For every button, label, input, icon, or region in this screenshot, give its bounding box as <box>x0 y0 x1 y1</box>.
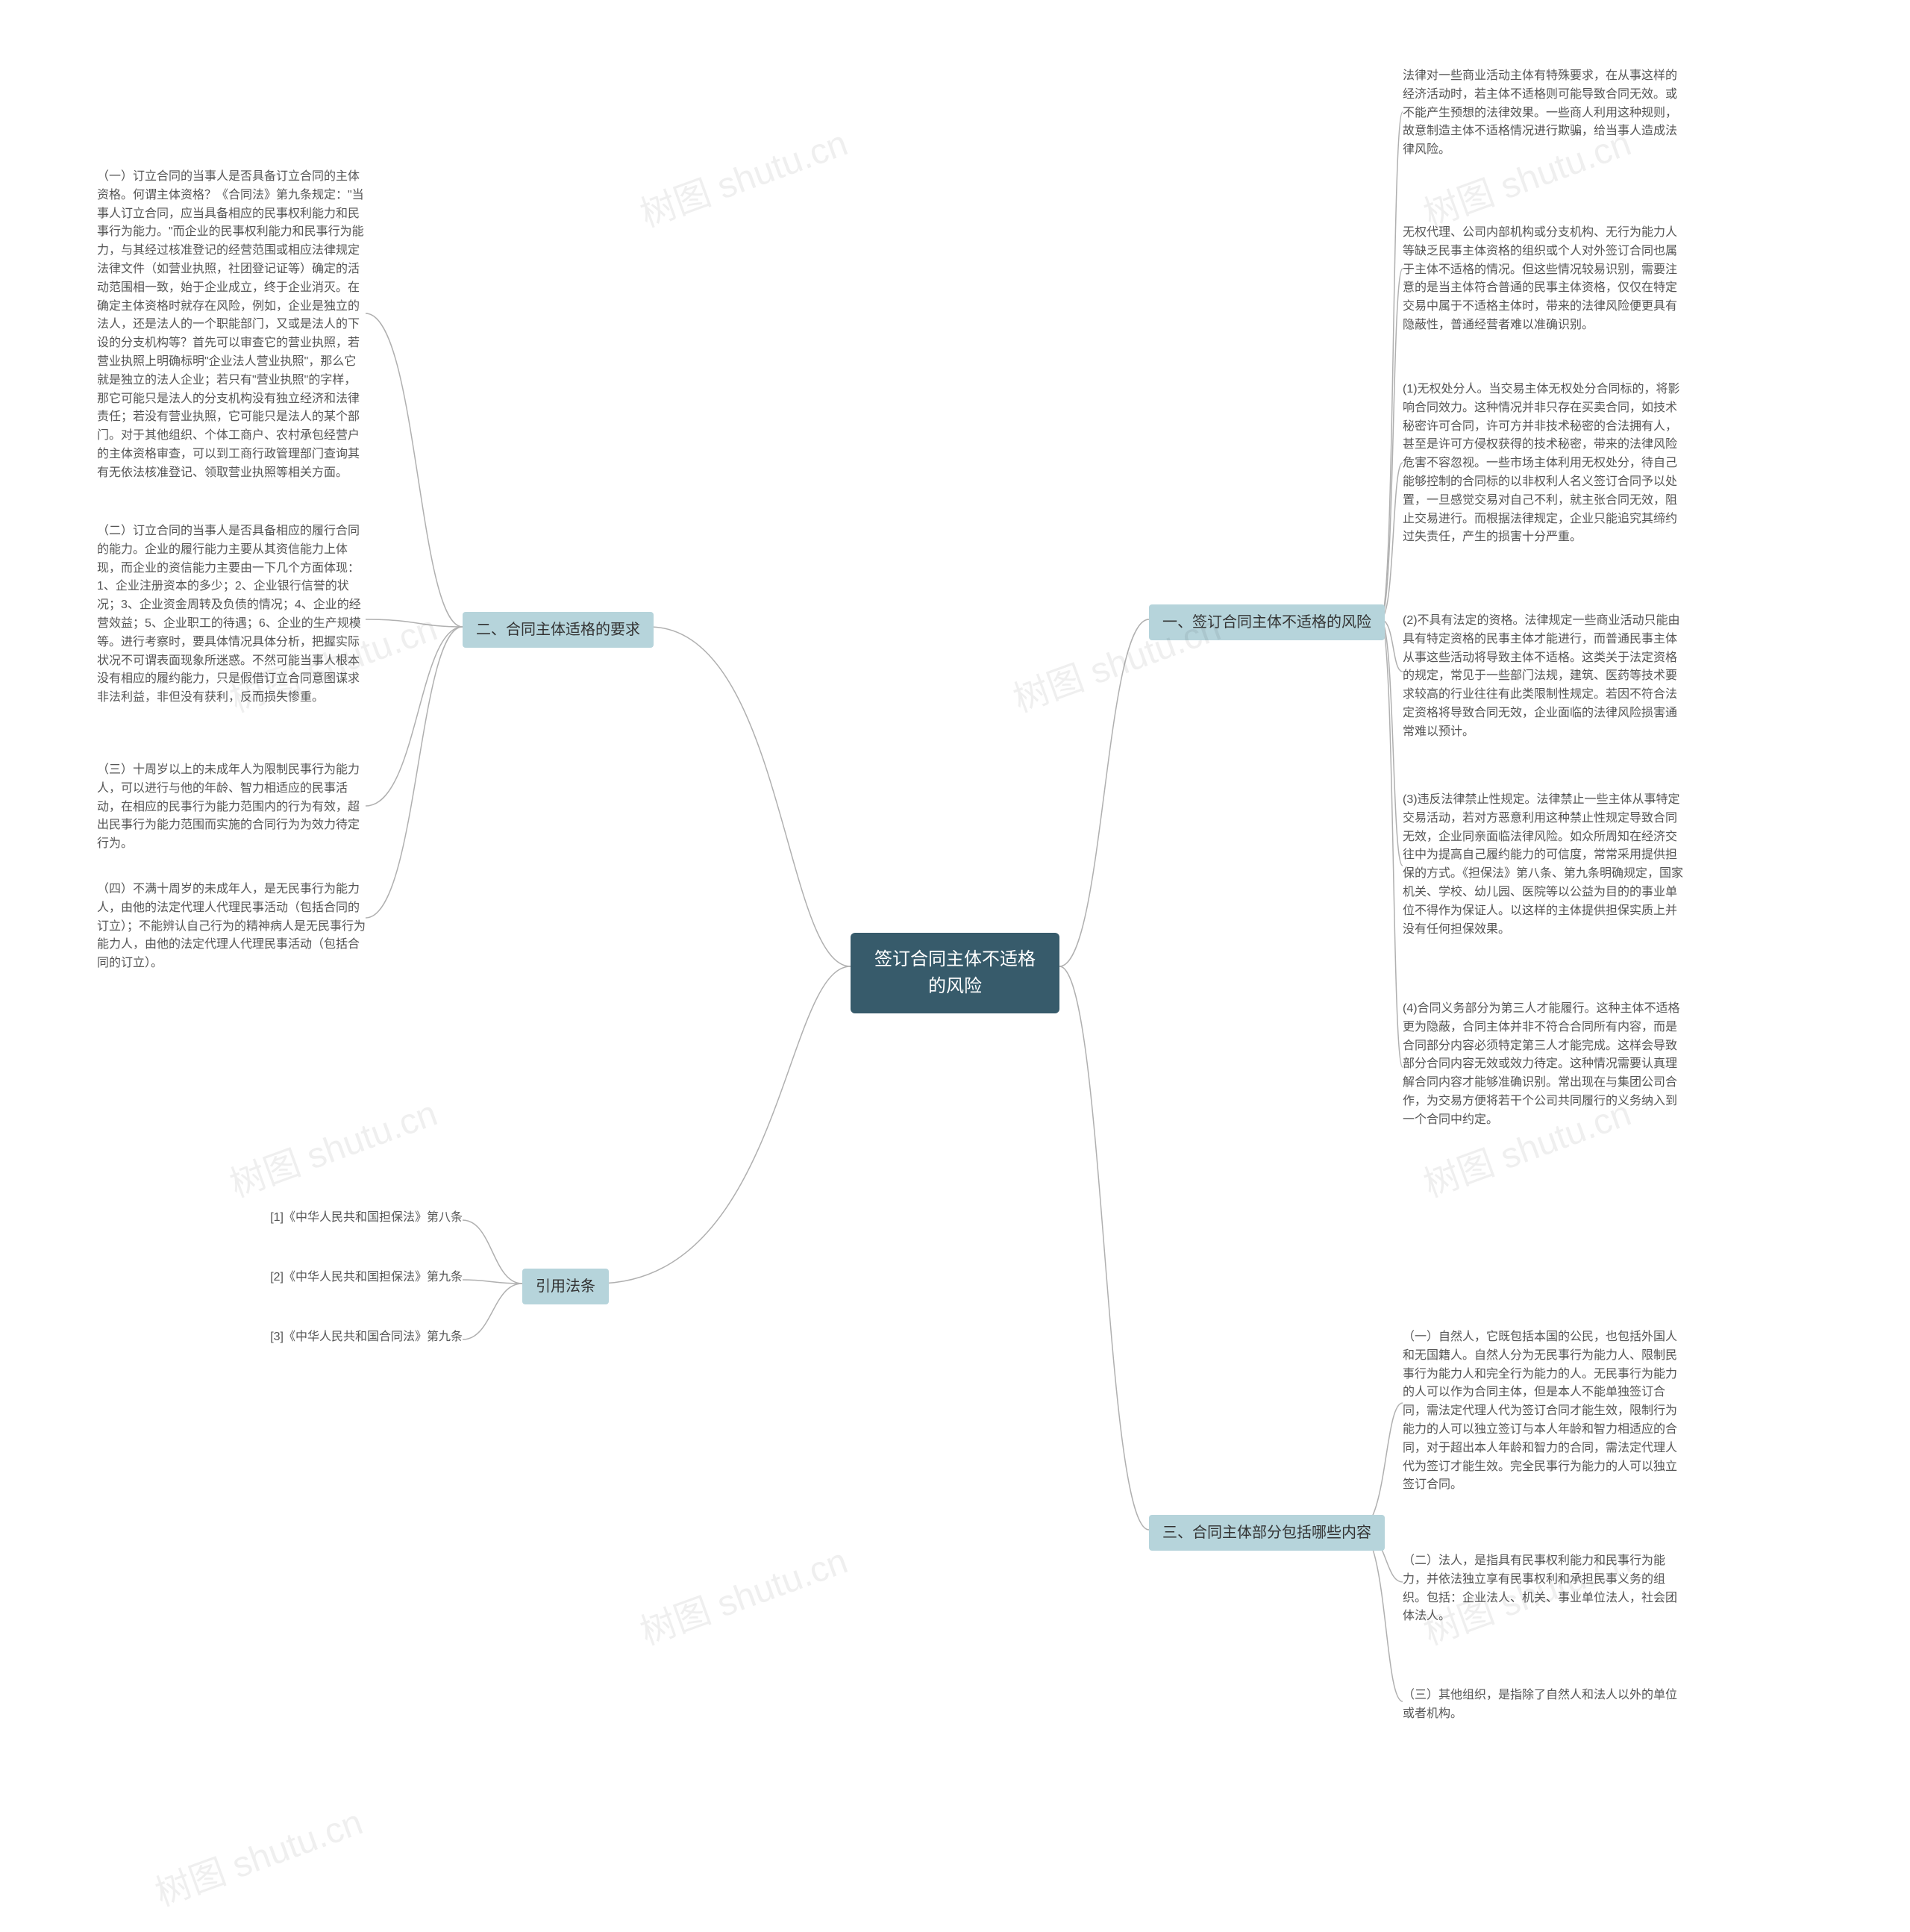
content-leaf: （三）其他组织，是指除了自然人和法人以外的单位或者机构。 <box>1403 1686 1686 1724</box>
legal-leaf: [3]《中华人民共和国合同法》第九条 <box>224 1328 463 1347</box>
watermark: 树图 shutu.cn <box>632 1531 854 1654</box>
risk-leaf: (4)合同义务部分为第三人才能履行。这种主体不适格更为隐蔽，合同主体并非不符合合… <box>1403 1000 1686 1130</box>
branch-risk: 一、签订合同主体不适格的风险 <box>1149 604 1385 640</box>
branch-legal: 引用法条 <box>522 1269 609 1304</box>
branch-risk-label: 一、签订合同主体不适格的风险 <box>1162 614 1371 631</box>
require-leaf: （四）不满十周岁的未成年人，是无民事行为能力人，由他的法定代理人代理民事活动（包… <box>97 881 366 973</box>
risk-leaf-text: (2)不具有法定的资格。法律规定一些商业活动只能由具有特定资格的民事主体才能进行… <box>1403 614 1680 738</box>
require-leaf: （一）订立合同的当事人是否具备订立合同的主体资格。何谓主体资格？《合同法》第九条… <box>97 168 366 483</box>
watermark: 树图 shutu.cn <box>222 1084 443 1207</box>
legal-leaf-text: [2]《中华人民共和国担保法》第九条 <box>270 1271 463 1284</box>
risk-leaf-text: (1)无权处分人。当交易主体无权处分合同标的，将影响合同效力。这种情况并非只存在… <box>1403 383 1680 543</box>
require-leaf-text: （三）十周岁以上的未成年人为限制民事行为能力人，可以进行与他的年龄、智力相适应的… <box>97 763 360 850</box>
risk-leaf-text: (3)违反法律禁止性规定。法律禁止一些主体从事特定交易活动，若对方恶意利用这种禁… <box>1403 793 1683 936</box>
require-leaf-text: （一）订立合同的当事人是否具备订立合同的主体资格。何谓主体资格？《合同法》第九条… <box>97 170 364 479</box>
branch-content-label: 三、合同主体部分包括哪些内容 <box>1162 1525 1371 1541</box>
branch-require: 二、合同主体适格的要求 <box>463 612 654 648</box>
watermark: 树图 shutu.cn <box>632 113 854 237</box>
content-leaf-text: （三）其他组织，是指除了自然人和法人以外的单位或者机构。 <box>1403 1689 1677 1720</box>
risk-leaf: 无权代理、公司内部机构或分支机构、无行为能力人等缺乏民事主体资格的组织或个人对外… <box>1403 224 1686 335</box>
root-label: 签订合同主体不适格的风险 <box>874 949 1036 996</box>
risk-leaf-text: 法律对一些商业活动主体有特殊要求，在从事这样的经济活动时，若主体不适格则可能导致… <box>1403 69 1677 156</box>
branch-content: 三、合同主体部分包括哪些内容 <box>1149 1515 1385 1551</box>
legal-leaf: [2]《中华人民共和国担保法》第九条 <box>224 1269 463 1287</box>
content-leaf-text: （二）法人，是指具有民事权利能力和民事行为能力，并依法独立享有民事权利和承担民事… <box>1403 1554 1677 1622</box>
content-leaf-text: （一）自然人，它既包括本国的公民，也包括外国人和无国籍人。自然人分为无民事行为能… <box>1403 1331 1677 1491</box>
watermark: 树图 shutu.cn <box>147 1792 369 1916</box>
risk-leaf: (3)违反法律禁止性规定。法律禁止一些主体从事特定交易活动，若对方恶意利用这种禁… <box>1403 791 1686 939</box>
require-leaf-text: （二）订立合同的当事人是否具备相应的履行合同的能力。企业的履行能力主要从其资信能… <box>97 525 361 704</box>
content-leaf: （二）法人，是指具有民事权利能力和民事行为能力，并依法独立享有民事权利和承担民事… <box>1403 1552 1686 1626</box>
legal-leaf-text: [1]《中华人民共和国担保法》第八条 <box>270 1211 463 1224</box>
risk-leaf: (1)无权处分人。当交易主体无权处分合同标的，将影响合同效力。这种情况并非只存在… <box>1403 381 1686 547</box>
risk-leaf: 法律对一些商业活动主体有特殊要求，在从事这样的经济活动时，若主体不适格则可能导致… <box>1403 67 1686 160</box>
legal-leaf-text: [3]《中华人民共和国合同法》第九条 <box>270 1331 463 1343</box>
root-node: 签订合同主体不适格的风险 <box>851 933 1059 1013</box>
risk-leaf: (2)不具有法定的资格。法律规定一些商业活动只能由具有特定资格的民事主体才能进行… <box>1403 612 1686 742</box>
legal-leaf: [1]《中华人民共和国担保法》第八条 <box>224 1209 463 1228</box>
risk-leaf-text: (4)合同义务部分为第三人才能履行。这种主体不适格更为隐蔽，合同主体并非不符合合… <box>1403 1002 1680 1126</box>
require-leaf: （二）订立合同的当事人是否具备相应的履行合同的能力。企业的履行能力主要从其资信能… <box>97 522 366 707</box>
risk-leaf-text: 无权代理、公司内部机构或分支机构、无行为能力人等缺乏民事主体资格的组织或个人对外… <box>1403 226 1677 331</box>
branch-require-label: 二、合同主体适格的要求 <box>476 622 640 638</box>
require-leaf-text: （四）不满十周岁的未成年人，是无民事行为能力人，由他的法定代理人代理民事活动（包… <box>97 883 366 969</box>
content-leaf: （一）自然人，它既包括本国的公民，也包括外国人和无国籍人。自然人分为无民事行为能… <box>1403 1328 1686 1495</box>
branch-legal-label: 引用法条 <box>536 1278 595 1295</box>
require-leaf: （三）十周岁以上的未成年人为限制民事行为能力人，可以进行与他的年龄、智力相适应的… <box>97 761 366 854</box>
